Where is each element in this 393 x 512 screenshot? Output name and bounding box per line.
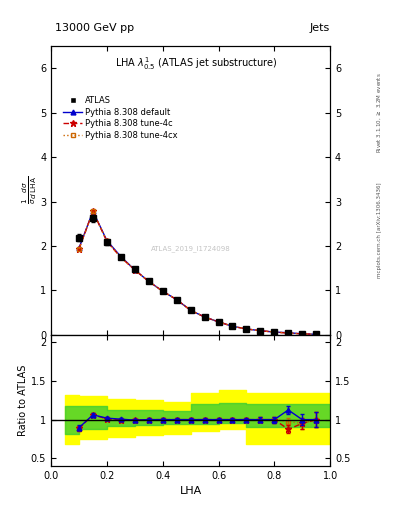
X-axis label: LHA: LHA — [180, 486, 202, 496]
Y-axis label: Ratio to ATLAS: Ratio to ATLAS — [18, 365, 28, 436]
Text: ATLAS_2019_I1724098: ATLAS_2019_I1724098 — [151, 245, 230, 251]
Text: LHA $\lambda^1_{0.5}$ (ATLAS jet substructure): LHA $\lambda^1_{0.5}$ (ATLAS jet substru… — [115, 55, 277, 72]
Text: 13000 GeV pp: 13000 GeV pp — [55, 23, 134, 33]
Legend: ATLAS, Pythia 8.308 default, Pythia 8.308 tune-4c, Pythia 8.308 tune-4cx: ATLAS, Pythia 8.308 default, Pythia 8.30… — [61, 94, 180, 142]
Y-axis label: $\frac{1}{\sigma}\frac{d\sigma}{d\,\mathrm{LHA}}$: $\frac{1}{\sigma}\frac{d\sigma}{d\,\math… — [20, 176, 39, 204]
Text: Rivet 3.1.10, $\geq$ 3.2M events: Rivet 3.1.10, $\geq$ 3.2M events — [375, 72, 383, 153]
Text: mcplots.cern.ch [arXiv:1306.3436]: mcplots.cern.ch [arXiv:1306.3436] — [377, 183, 382, 278]
Text: Jets: Jets — [310, 23, 330, 33]
